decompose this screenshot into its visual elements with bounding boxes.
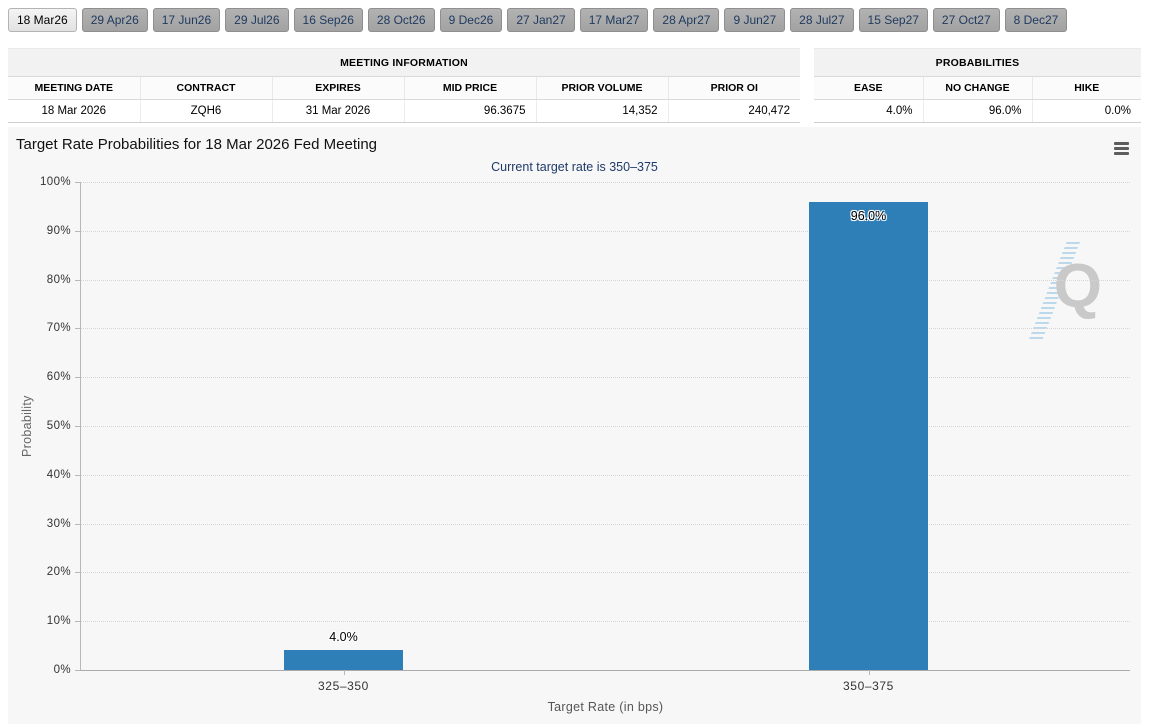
meeting-information-title: MEETING INFORMATION [8, 48, 800, 77]
probabilities-header-row: EASE NO CHANGE HIKE [814, 76, 1141, 100]
y-tick-mark [75, 523, 80, 525]
bar-325-350[interactable] [284, 650, 403, 670]
plot-area: Q Target Rate (in bps) 0% 10% 20% 30% 40% 50%… [40, 176, 1130, 714]
column-header-no-change: NO CHANGE [923, 76, 1033, 100]
x-category-label-350-375: 350–375 [843, 679, 894, 693]
meeting-information-table: MEETING INFORMATION MEETING DATE CONTRACT… [8, 48, 800, 123]
gridline-80 [81, 279, 1130, 281]
y-tick-label-90: 90% [46, 224, 71, 237]
chart-title: Target Rate Probabilities for 18 Mar 202… [16, 136, 378, 153]
meeting-tab-bar: 18 Mar26 29 Apr26 17 Jun26 29 Jul26 16 Sep26… [0, 0, 1149, 32]
y-tick-label-10: 10% [46, 615, 71, 628]
cell-prior-volume: 14,352 [536, 99, 669, 123]
bar-350-375[interactable] [809, 201, 928, 670]
probabilities-table: PROBABILITIES EASE NO CHANGE HIKE 4.0% 96.0… [814, 48, 1141, 123]
tab-28-jul27[interactable]: 28 Jul27 [790, 8, 854, 32]
y-tick-label-100: 100% [39, 176, 71, 188]
cell-expires: 31 Mar 2026 [272, 99, 405, 123]
y-tick-label-20: 20% [46, 566, 71, 579]
y-tick-mark [75, 621, 80, 623]
chart-subtitle: Current target rate is 350–375 [491, 160, 658, 174]
column-header-contract: CONTRACT [140, 76, 273, 100]
tab-28-apr27[interactable]: 28 Apr27 [653, 8, 720, 32]
tab-29-jul26[interactable]: 29 Jul26 [225, 8, 289, 32]
gridline-40 [81, 474, 1130, 476]
x-axis-title: Target Rate (in bps) [547, 700, 664, 714]
gridline-50 [81, 426, 1130, 427]
bar-value-label-325-350: 4.0% [329, 630, 358, 645]
cell-ease: 4.0% [814, 99, 924, 123]
tab-16-sep26[interactable]: 16 Sep26 [293, 8, 363, 32]
tab-27-oct27[interactable]: 27 Oct27 [932, 8, 1000, 32]
tab-9-dec26[interactable]: 9 Dec26 [439, 8, 503, 32]
probabilities-data-row: 4.0% 96.0% 0.0% [814, 99, 1141, 123]
tab-15-sep27[interactable]: 15 Sep27 [858, 8, 928, 32]
y-tick-mark [75, 572, 80, 574]
x-tick-mark [343, 670, 345, 675]
watermark-swoosh-icon [1028, 242, 1080, 342]
column-header-hike: HIKE [1032, 76, 1141, 100]
y-tick-mark [75, 474, 80, 476]
watermark-q-letter: Q [1053, 252, 1102, 321]
cell-meeting-date: 18 Mar 2026 [8, 99, 141, 123]
y-tick-label-50: 50% [46, 420, 71, 432]
tab-17-jun26[interactable]: 17 Jun26 [152, 8, 221, 32]
meeting-information-data-row: 18 Mar 2026 ZQH6 31 Mar 2026 96.3675 14,352 2… [8, 99, 800, 123]
cell-mid-price: 96.3675 [404, 99, 537, 123]
y-tick-label-70: 70% [46, 322, 71, 335]
column-header-expires: EXPIRES [272, 76, 405, 100]
chart-menu-icon[interactable] [1109, 137, 1133, 159]
y-tick-mark [75, 426, 80, 427]
tab-8-dec27[interactable]: 8 Dec27 [1004, 8, 1068, 32]
x-category-label-325-350: 325–350 [318, 679, 369, 693]
column-header-prior-volume: PRIOR VOLUME [536, 76, 669, 100]
gridline-90 [81, 230, 1130, 232]
probabilities-title: PROBABILITIES [814, 48, 1141, 77]
y-tick-mark [75, 279, 80, 281]
cell-prior-oi: 240,472 [668, 99, 800, 123]
info-tables-row: MEETING INFORMATION MEETING DATE CONTRACT… [8, 48, 1141, 123]
cell-contract: ZQH6 [140, 99, 273, 123]
y-tick-mark [75, 230, 80, 232]
column-header-prior-oi: PRIOR OI [668, 76, 800, 100]
meeting-information-header-row: MEETING DATE CONTRACT EXPIRES MID PRICE PRIO… [8, 76, 800, 100]
y-tick-label-0: 0% [53, 664, 71, 676]
gridline-10 [81, 621, 1130, 623]
column-header-mid-price: MID PRICE [404, 76, 537, 100]
y-tick-mark [75, 377, 80, 379]
tab-29-apr26[interactable]: 29 Apr26 [81, 8, 148, 32]
gridline-100 [81, 182, 1130, 183]
y-tick-label-80: 80% [46, 273, 71, 286]
tab-9-jun27[interactable]: 9 Jun27 [724, 8, 786, 32]
y-tick-mark [75, 670, 80, 671]
y-tick-mark [75, 182, 80, 183]
y-tick-label-30: 30% [46, 517, 71, 530]
y-tick-label-60: 60% [46, 371, 71, 384]
column-header-ease: EASE [814, 76, 924, 100]
y-tick-mark [75, 328, 80, 330]
tab-17-mar27[interactable]: 17 Mar27 [579, 8, 649, 32]
cell-no-change: 96.0% [923, 99, 1033, 123]
gridline-70 [81, 328, 1130, 330]
column-header-meeting-date: MEETING DATE [8, 76, 141, 100]
gridline-60 [81, 377, 1130, 379]
y-tick-label-40: 40% [46, 468, 71, 481]
quikstrike-watermark-logo: Q [1028, 242, 1104, 342]
y-axis-title: Probability [20, 395, 34, 458]
cell-hike: 0.0% [1032, 99, 1141, 123]
target-rate-chart: Target Rate Probabilities for 18 Mar 202… [8, 127, 1141, 724]
tab-27-jan27[interactable]: 27 Jan27 [507, 8, 575, 32]
tab-18-mar26[interactable]: 18 Mar26 [8, 8, 77, 32]
gridline-20 [81, 572, 1130, 574]
gridline-30 [81, 523, 1130, 525]
tab-28-oct26[interactable]: 28 Oct26 [367, 8, 435, 32]
x-tick-mark [868, 670, 870, 675]
bar-value-label-350-375: 96.0% [850, 208, 887, 223]
